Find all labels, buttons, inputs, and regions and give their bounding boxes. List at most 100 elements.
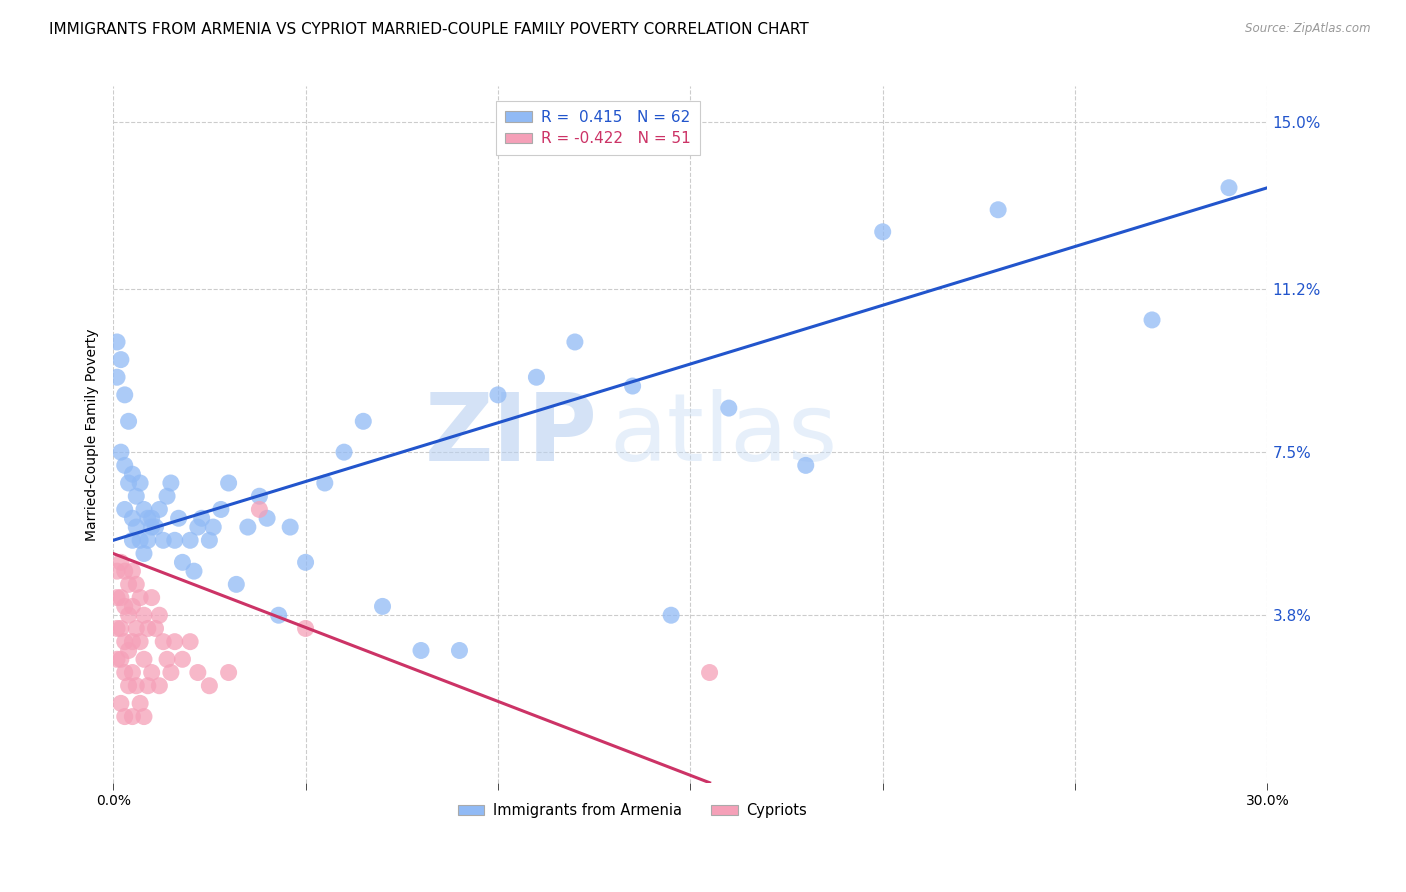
Point [129, 533, 152, 548]
Point [333, 445, 356, 459]
Point [132, 608, 155, 623]
Point [121, 564, 143, 578]
Point [136, 622, 159, 636]
Point [110, 622, 132, 636]
Point [114, 599, 136, 614]
Legend: Immigrants from Armenia, Cypriots: Immigrants from Armenia, Cypriots [453, 797, 813, 824]
Point [141, 520, 163, 534]
Point [526, 370, 548, 384]
Point [145, 622, 167, 636]
Point [105, 591, 128, 605]
Point [987, 202, 1010, 217]
Point [183, 564, 205, 578]
Point [141, 511, 163, 525]
Point [141, 665, 163, 680]
Y-axis label: Married-Couple Family Poverty: Married-Couple Family Poverty [86, 328, 100, 541]
Point [110, 352, 132, 367]
Point [198, 533, 221, 548]
Point [105, 652, 128, 666]
Point [190, 511, 212, 525]
Point [117, 414, 139, 428]
Point [1218, 180, 1240, 194]
Point [1140, 313, 1163, 327]
Point [125, 679, 148, 693]
Point [114, 709, 136, 723]
Point [129, 591, 152, 605]
Point [117, 475, 139, 490]
Point [121, 665, 143, 680]
Point [247, 502, 270, 516]
Point [132, 709, 155, 723]
Point [114, 458, 136, 473]
Point [371, 599, 394, 614]
Point [148, 679, 170, 693]
Point [449, 643, 471, 657]
Point [136, 679, 159, 693]
Point [218, 475, 240, 490]
Point [314, 475, 336, 490]
Point [294, 622, 316, 636]
Point [699, 665, 721, 680]
Text: ZIP: ZIP [425, 389, 598, 481]
Point [117, 679, 139, 693]
Point [110, 555, 132, 569]
Point [125, 622, 148, 636]
Point [247, 489, 270, 503]
Point [148, 608, 170, 623]
Point [267, 608, 290, 623]
Text: IMMIGRANTS FROM ARMENIA VS CYPRIOT MARRIED-COUPLE FAMILY POVERTY CORRELATION CHA: IMMIGRANTS FROM ARMENIA VS CYPRIOT MARRI… [49, 22, 808, 37]
Point [202, 520, 225, 534]
Point [121, 511, 143, 525]
Point [659, 608, 682, 623]
Point [110, 591, 132, 605]
Point [125, 520, 148, 534]
Point [105, 622, 128, 636]
Point [117, 608, 139, 623]
Text: Source: ZipAtlas.com: Source: ZipAtlas.com [1246, 22, 1371, 36]
Point [872, 225, 894, 239]
Point [218, 665, 240, 680]
Point [167, 511, 190, 525]
Point [110, 697, 132, 711]
Point [129, 634, 152, 648]
Point [209, 502, 232, 516]
Point [114, 502, 136, 516]
Point [105, 370, 128, 384]
Point [198, 679, 221, 693]
Point [160, 475, 183, 490]
Point [114, 388, 136, 402]
Point [179, 634, 201, 648]
Point [132, 652, 155, 666]
Point [121, 599, 143, 614]
Point [129, 475, 152, 490]
Point [132, 547, 155, 561]
Point [105, 334, 128, 349]
Point [125, 577, 148, 591]
Point [114, 634, 136, 648]
Point [156, 489, 179, 503]
Point [117, 577, 139, 591]
Point [132, 502, 155, 516]
Point [187, 665, 209, 680]
Point [121, 709, 143, 723]
Point [294, 555, 316, 569]
Point [278, 520, 301, 534]
Point [256, 511, 278, 525]
Point [129, 697, 152, 711]
Point [163, 634, 186, 648]
Point [121, 634, 143, 648]
Point [121, 533, 143, 548]
Point [564, 334, 586, 349]
Point [148, 502, 170, 516]
Point [141, 591, 163, 605]
Point [163, 533, 186, 548]
Point [794, 458, 817, 473]
Point [136, 533, 159, 548]
Point [156, 652, 179, 666]
Point [172, 652, 194, 666]
Point [225, 577, 247, 591]
Point [172, 555, 194, 569]
Point [717, 401, 740, 415]
Point [152, 533, 174, 548]
Point [160, 665, 183, 680]
